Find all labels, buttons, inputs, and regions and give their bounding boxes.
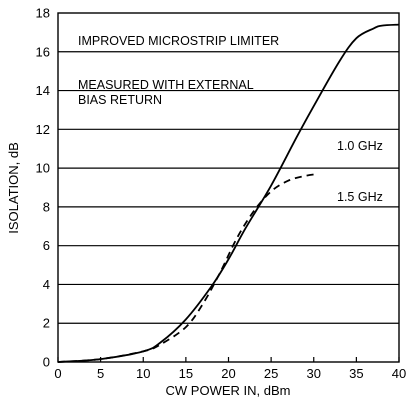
y-tick-label-18: 18 (36, 6, 50, 21)
x-tick-label-0: 0 (54, 366, 61, 381)
y-tick-label-16: 16 (36, 44, 50, 59)
x-tick-label-25: 25 (264, 366, 278, 381)
y-tick-label-12: 12 (36, 122, 50, 137)
x-tick-label-30: 30 (307, 366, 321, 381)
plot-frame (57, 12, 400, 363)
y-tick-label-8: 8 (43, 199, 50, 214)
y-tick-label-6: 6 (43, 238, 50, 253)
annotation-title: IMPROVED MICROSTRIP LIMITER (78, 34, 279, 48)
annotation-measured: MEASURED WITH EXTERNAL (78, 78, 254, 92)
y-tick-label-14: 14 (36, 83, 50, 98)
x-tick-label-20: 20 (221, 366, 235, 381)
x-tick-label-15: 15 (179, 366, 193, 381)
y-tick-label-4: 4 (43, 277, 50, 292)
x-tick-label-10: 10 (136, 366, 150, 381)
label-layer: 0 2 4 6 8 10 12 14 16 18 0 5 10 15 20 25 30 35 40 (36, 6, 407, 382)
x-tick-label-5: 5 (97, 366, 104, 381)
series-layer (57, 23, 400, 363)
x-tick-label-35: 35 (349, 366, 363, 381)
series-label-1-0-ghz: 1.0 GHz (337, 139, 383, 153)
x-axis-label: CW POWER IN, dBm (166, 383, 291, 398)
y-tick-label-2: 2 (43, 316, 50, 331)
grid-layer (57, 12, 400, 363)
y-axis-label: ISOLATION, dB (6, 142, 21, 234)
x-tick-label-40: 40 (392, 366, 406, 381)
series-label-1-5-ghz: 1.5 GHz (337, 190, 383, 204)
y-tick-label-0: 0 (43, 355, 50, 370)
series-line-1-5-ghz (57, 173, 319, 363)
annotation-bias: BIAS RETURN (78, 93, 162, 107)
y-tick-label-10: 10 (36, 161, 50, 176)
